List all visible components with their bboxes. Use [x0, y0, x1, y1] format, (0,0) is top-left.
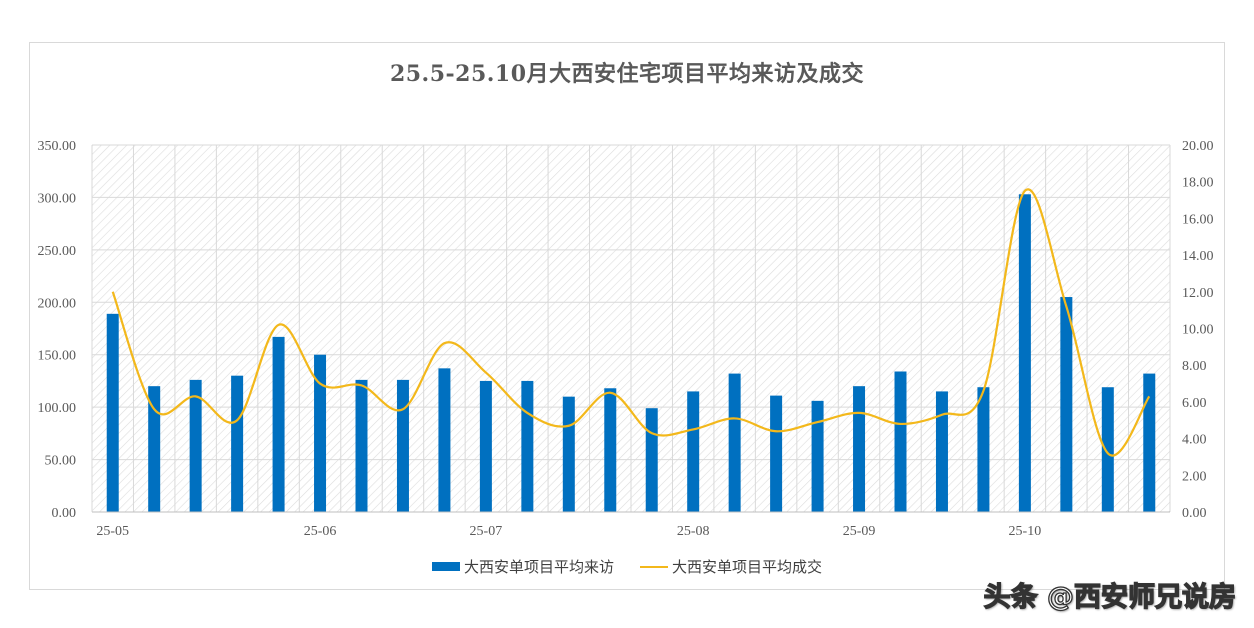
bar-visits — [355, 379, 368, 512]
y-right-tick-label: 16.00 — [1182, 212, 1214, 227]
bar-visits — [479, 380, 492, 512]
y-left-tick-label: 300.00 — [38, 191, 77, 206]
x-tick-label: 25-06 — [304, 524, 337, 539]
y-right-tick-label: 2.00 — [1182, 469, 1207, 484]
x-tick-label: 25-09 — [843, 524, 876, 539]
bar-visits — [106, 313, 119, 512]
bar-visits — [935, 391, 948, 512]
bar-visits — [894, 371, 907, 512]
bar-visits — [521, 380, 534, 512]
bar-visits — [272, 336, 285, 512]
bar-visits — [1018, 194, 1031, 513]
x-tick-label: 25-07 — [470, 524, 503, 539]
legend-bar-swatch — [431, 562, 460, 571]
axis-layer: 0.00 50.00 100.00 150.00 200.00 250.00 300.00 3… — [38, 139, 1214, 539]
bar-visits — [1143, 373, 1156, 512]
bar-visits — [687, 391, 700, 512]
y-left-tick-label: 350.00 — [38, 139, 77, 154]
y-right-tick-label: 10.00 — [1182, 323, 1214, 338]
bar-visits — [811, 400, 824, 512]
legend-item-deals: 大西安单项目平均成交 — [640, 556, 822, 577]
line-deals — [111, 188, 1151, 457]
y-left-tick-label: 150.00 — [38, 349, 77, 364]
y-right-tick-label: 12.00 — [1182, 286, 1214, 301]
legend-label-deals: 大西安单项目平均成交 — [672, 558, 823, 576]
legend-line-swatch — [640, 565, 668, 568]
bar-visits — [562, 396, 575, 512]
watermark: 头条 @西安师兄说房 — [983, 581, 1237, 613]
y-left-tick-label: 50.00 — [45, 454, 77, 469]
bar-visits — [231, 375, 244, 512]
bar-visits — [1060, 297, 1073, 512]
x-tick-label: 25-08 — [677, 524, 710, 539]
bar-visits — [148, 386, 161, 512]
chart-title: 25.5-25.10月大西安住宅项目平均来访及成交 — [389, 61, 865, 87]
y-right-tick-label: 0.00 — [1182, 506, 1207, 521]
y-left-tick-label: 0.00 — [52, 506, 77, 521]
y-right-tick-label: 8.00 — [1182, 359, 1207, 374]
x-tick-label: 25-05 — [96, 524, 129, 539]
y-left-tick-label: 100.00 — [38, 401, 77, 416]
bar-visits — [728, 373, 741, 512]
legend-label-visits: 大西安单项目平均来访 — [463, 558, 614, 576]
y-right-tick-label: 14.00 — [1182, 249, 1214, 264]
x-tick-label: 25-10 — [1009, 524, 1042, 539]
bar-visits — [977, 387, 990, 512]
bar-visits — [314, 354, 327, 512]
y-left-tick-label: 250.00 — [38, 244, 77, 259]
line-series — [111, 188, 1151, 457]
y-right-tick-label: 18.00 — [1182, 176, 1214, 191]
legend: 大西安单项目平均来访 大西安单项目平均成交 — [0, 556, 1254, 577]
legend-item-visits: 大西安单项目平均来访 — [431, 556, 614, 577]
bar-visits — [645, 408, 658, 512]
bar-visits — [770, 395, 783, 512]
bar-visits — [1101, 387, 1114, 512]
bar-visits — [853, 386, 866, 512]
bar-series — [106, 194, 1156, 513]
bar-visits — [604, 388, 617, 512]
y-right-tick-label: 20.00 — [1182, 139, 1214, 154]
y-right-tick-label: 4.00 — [1182, 433, 1207, 448]
y-left-tick-label: 200.00 — [38, 296, 77, 311]
bar-visits — [189, 379, 202, 512]
bar-visits — [396, 379, 409, 512]
y-right-tick-label: 6.00 — [1182, 396, 1207, 411]
bar-visits — [438, 368, 451, 512]
